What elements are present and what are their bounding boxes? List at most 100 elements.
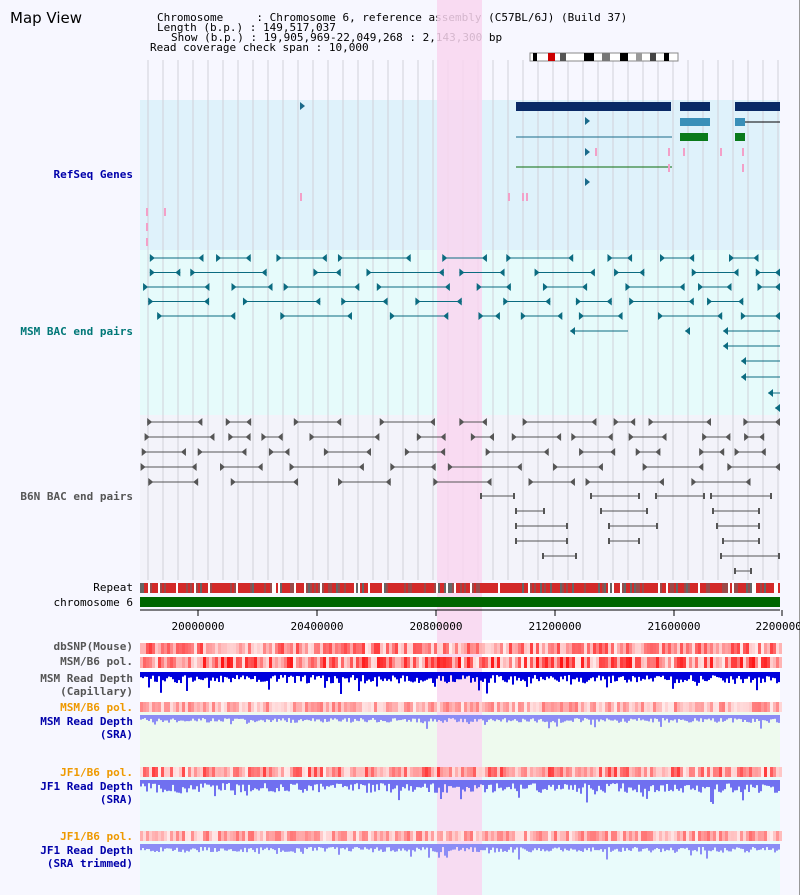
depth-bar: [572, 672, 574, 680]
heat-mark: [287, 702, 290, 712]
depth-bar: [598, 780, 600, 786]
depth-bar: [666, 780, 668, 784]
heat-mark: [341, 702, 344, 712]
heat-mark: [713, 657, 716, 668]
depth-bar: [570, 672, 572, 685]
bac-end-marker: [284, 448, 290, 456]
repeat-mark: [378, 583, 380, 593]
repeat-mark: [308, 583, 310, 593]
heat-mark: [563, 702, 566, 712]
depth-bar: [398, 672, 400, 684]
heat-mark: [428, 702, 431, 712]
depth-bar: [624, 780, 626, 792]
depth-bar: [504, 715, 506, 719]
bac-end-marker: [775, 463, 780, 471]
repeat-mark: [592, 583, 594, 593]
heat-mark: [203, 657, 206, 668]
repeat-mark: [686, 583, 688, 593]
heat-mark: [713, 643, 716, 654]
bac-end-marker: [698, 463, 704, 471]
bac-end-marker: [430, 463, 436, 471]
heat-mark: [386, 767, 389, 777]
depth-bar: [622, 780, 624, 784]
repeat-mark: [264, 583, 266, 593]
heat-mark: [635, 643, 638, 654]
depth-bar: [754, 672, 756, 679]
heat-mark: [260, 767, 263, 777]
heat-mark: [635, 831, 638, 841]
depth-bar: [642, 780, 644, 797]
depth-bar: [402, 780, 404, 787]
depth-bar: [208, 780, 210, 785]
heat-mark: [179, 767, 182, 777]
heat-mark: [521, 643, 524, 654]
heat-mark: [257, 702, 260, 712]
depth-bar: [608, 672, 610, 677]
gene-feature: [735, 133, 745, 141]
depth-bar: [550, 672, 552, 677]
depth-bar: [148, 715, 150, 722]
depth-bar: [254, 715, 256, 723]
heat-mark: [227, 831, 230, 841]
heat-mark: [284, 702, 287, 712]
heat-mark: [518, 767, 521, 777]
repeat-mark: [694, 583, 696, 593]
repeat-mark: [484, 583, 486, 593]
repeat-mark: [756, 583, 758, 593]
heat-mark: [329, 643, 332, 654]
depth-bar: [356, 715, 358, 721]
axis-tick-label: 21200000: [528, 620, 582, 633]
heat-mark: [599, 643, 602, 654]
heat-mark: [356, 767, 359, 777]
heat-mark: [761, 657, 764, 668]
depth-bar: [406, 672, 408, 677]
heat-mark: [179, 643, 182, 654]
heat-mark: [542, 643, 545, 654]
depth-bar: [576, 715, 578, 719]
depth-bar: [272, 844, 274, 850]
depth-bar: [444, 672, 446, 682]
heat-mark: [665, 767, 668, 777]
bac-end-marker: [443, 312, 449, 320]
depth-bar: [396, 780, 398, 786]
depth-bar: [218, 780, 220, 790]
repeat-mark: [638, 583, 640, 593]
heat-mark: [740, 702, 743, 712]
depth-bar: [380, 844, 382, 850]
heat-mark: [452, 702, 455, 712]
heat-mark: [422, 767, 425, 777]
repeat-mark: [752, 583, 754, 593]
depth-bar: [612, 672, 614, 676]
track-label-b6n-bac[interactable]: B6N BAC end pairs: [20, 490, 133, 503]
bac-end-marker: [566, 523, 568, 529]
depth-bar: [236, 715, 238, 719]
repeat-mark: [710, 583, 712, 593]
repeat-mark: [636, 583, 638, 593]
depth-bar: [514, 844, 516, 850]
bac-end-marker: [639, 268, 645, 277]
depth-bar: [740, 715, 742, 720]
track-label-msm-bac[interactable]: MSM BAC end pairs: [20, 325, 133, 338]
depth-bar: [194, 672, 196, 681]
heat-mark: [386, 831, 389, 841]
heat-mark: [194, 643, 197, 654]
repeat-mark: [740, 583, 742, 593]
bac-end-marker: [628, 433, 634, 441]
depth-bar: [208, 715, 210, 723]
track-label-refseq[interactable]: RefSeq Genes: [53, 168, 133, 181]
bac-end-marker: [627, 254, 633, 262]
heat-mark: [392, 767, 395, 777]
depth-bar: [312, 844, 314, 851]
depth-bar: [494, 672, 496, 683]
heat-mark: [710, 831, 713, 841]
depth-bar: [264, 844, 266, 849]
bac-end-marker: [689, 254, 695, 262]
repeat-mark: [500, 583, 502, 593]
heat-mark: [530, 643, 533, 654]
depth-bar: [702, 844, 704, 848]
depth-bar: [722, 780, 724, 791]
depth-bar: [742, 844, 744, 849]
depth-bar: [606, 715, 608, 719]
heat-mark: [677, 702, 680, 712]
